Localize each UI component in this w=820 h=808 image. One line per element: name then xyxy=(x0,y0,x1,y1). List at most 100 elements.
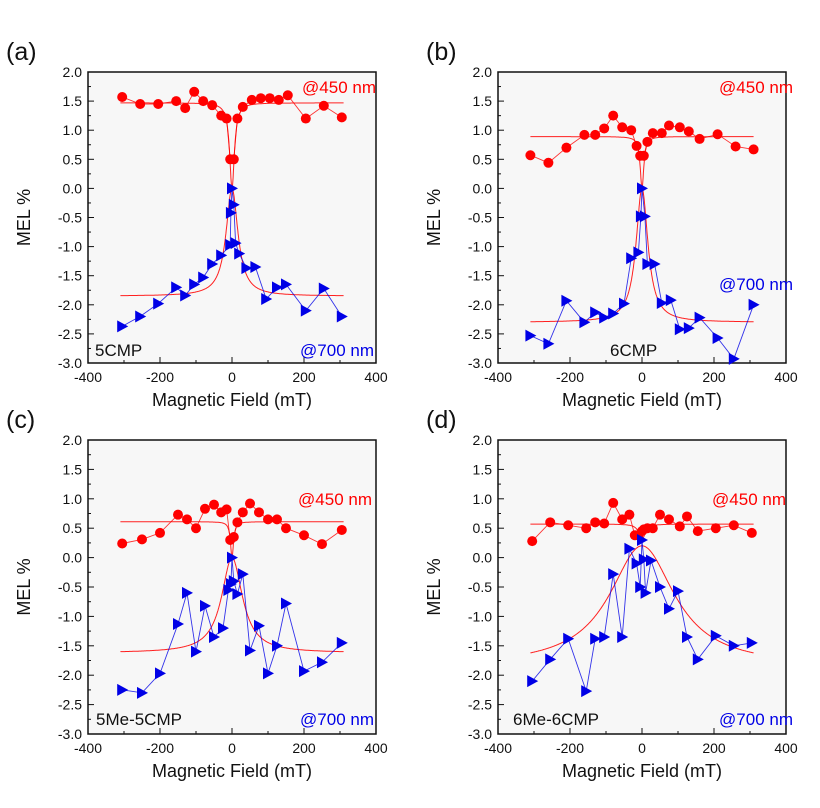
data-point xyxy=(525,329,537,342)
y-tick-label: -2.5 xyxy=(468,697,492,713)
y-axis-title: MEL % xyxy=(424,189,444,246)
data-point xyxy=(646,554,657,567)
data-point xyxy=(300,113,311,124)
data-point xyxy=(608,568,620,581)
data-point xyxy=(608,307,620,320)
data-point xyxy=(642,258,654,271)
y-tick-label: 2.0 xyxy=(473,64,493,80)
y-tick-label: 1.0 xyxy=(63,122,83,138)
x-axis-title: Magnetic Field (mT) xyxy=(152,761,312,781)
data-point xyxy=(173,509,183,520)
data-point xyxy=(117,683,129,696)
x-tick-label: -200 xyxy=(556,740,584,756)
x-tick-label: 200 xyxy=(292,369,316,385)
x-tick-label: -400 xyxy=(74,740,102,756)
data-point xyxy=(683,126,694,137)
data-point xyxy=(200,503,210,514)
x-tick-label: 200 xyxy=(702,740,726,756)
x-tick-label: 0 xyxy=(228,740,236,756)
data-point xyxy=(135,310,147,323)
x-tick-label: 400 xyxy=(774,369,798,385)
data-point xyxy=(665,294,677,307)
panel-letter: (d) xyxy=(426,406,457,434)
data-point xyxy=(180,103,191,114)
data-point xyxy=(230,237,242,250)
data-point xyxy=(664,120,674,131)
y-tick-label: 0.0 xyxy=(473,180,493,196)
y-tick-label: -1.0 xyxy=(468,608,492,624)
data-point xyxy=(590,129,601,140)
sample-label: 5CMP xyxy=(95,341,142,360)
data-point xyxy=(581,523,592,534)
data-point xyxy=(245,644,256,657)
y-axis-title: MEL % xyxy=(14,189,34,246)
series-450nm xyxy=(117,86,347,191)
data-point xyxy=(209,630,220,643)
data-point xyxy=(581,685,593,698)
data-point xyxy=(599,123,610,134)
data-point xyxy=(640,586,652,599)
series-annotation: @700 nm xyxy=(300,341,374,360)
y-tick-label: 0.5 xyxy=(63,151,83,167)
data-point xyxy=(639,210,651,223)
y-tick-label: -0.5 xyxy=(468,210,492,226)
y-tick-label: 1.5 xyxy=(473,461,493,477)
data-point xyxy=(692,653,704,666)
data-point xyxy=(527,675,539,688)
data-point xyxy=(207,258,219,271)
data-point xyxy=(264,93,275,104)
data-point xyxy=(317,539,327,550)
x-tick-label: -200 xyxy=(146,740,174,756)
panel-letter: (c) xyxy=(6,406,35,434)
data-point xyxy=(216,249,228,262)
data-point xyxy=(250,260,262,273)
x-tick-label: -200 xyxy=(146,369,174,385)
data-point xyxy=(234,247,246,260)
data-point xyxy=(254,507,264,518)
data-point xyxy=(182,586,193,599)
y-tick-label: 1.0 xyxy=(63,491,83,507)
y-tick-label: -2.5 xyxy=(468,326,492,342)
data-point xyxy=(728,520,739,531)
data-point xyxy=(619,297,630,310)
data-point xyxy=(656,128,667,139)
data-point xyxy=(579,316,591,329)
data-point xyxy=(263,514,273,525)
data-point xyxy=(638,553,650,566)
data-point xyxy=(631,557,643,570)
series-annotation: @450 nm xyxy=(712,490,786,509)
data-point xyxy=(171,281,183,294)
x-tick-label: 400 xyxy=(364,369,388,385)
x-tick-label: 400 xyxy=(364,740,388,756)
data-point xyxy=(137,686,148,699)
y-tick-label: -1.5 xyxy=(58,268,82,284)
data-point xyxy=(730,141,741,152)
y-tick-label: -2.5 xyxy=(58,326,82,342)
data-point xyxy=(171,96,182,107)
data-point xyxy=(200,599,211,612)
data-point xyxy=(673,585,684,598)
data-point xyxy=(617,630,629,643)
y-tick-label: -2.0 xyxy=(58,297,82,313)
data-point xyxy=(728,352,740,365)
data-point xyxy=(608,497,619,508)
data-point xyxy=(180,289,192,302)
data-point xyxy=(561,294,573,307)
data-point xyxy=(647,523,658,534)
data-point xyxy=(318,100,329,111)
data-point xyxy=(232,588,244,601)
data-point xyxy=(207,100,218,111)
data-point xyxy=(608,110,619,121)
plot-area xyxy=(87,71,377,364)
data-point xyxy=(642,136,653,147)
data-point xyxy=(647,128,658,139)
data-point xyxy=(232,517,243,528)
data-point xyxy=(626,125,637,136)
y-tick-label: -3.0 xyxy=(58,726,82,742)
data-point xyxy=(221,504,232,515)
x-axis-title: Magnetic Field (mT) xyxy=(562,761,722,781)
y-tick-label: 1.0 xyxy=(473,122,493,138)
data-point xyxy=(117,320,129,333)
series-annotation: @450 nm xyxy=(298,490,372,509)
